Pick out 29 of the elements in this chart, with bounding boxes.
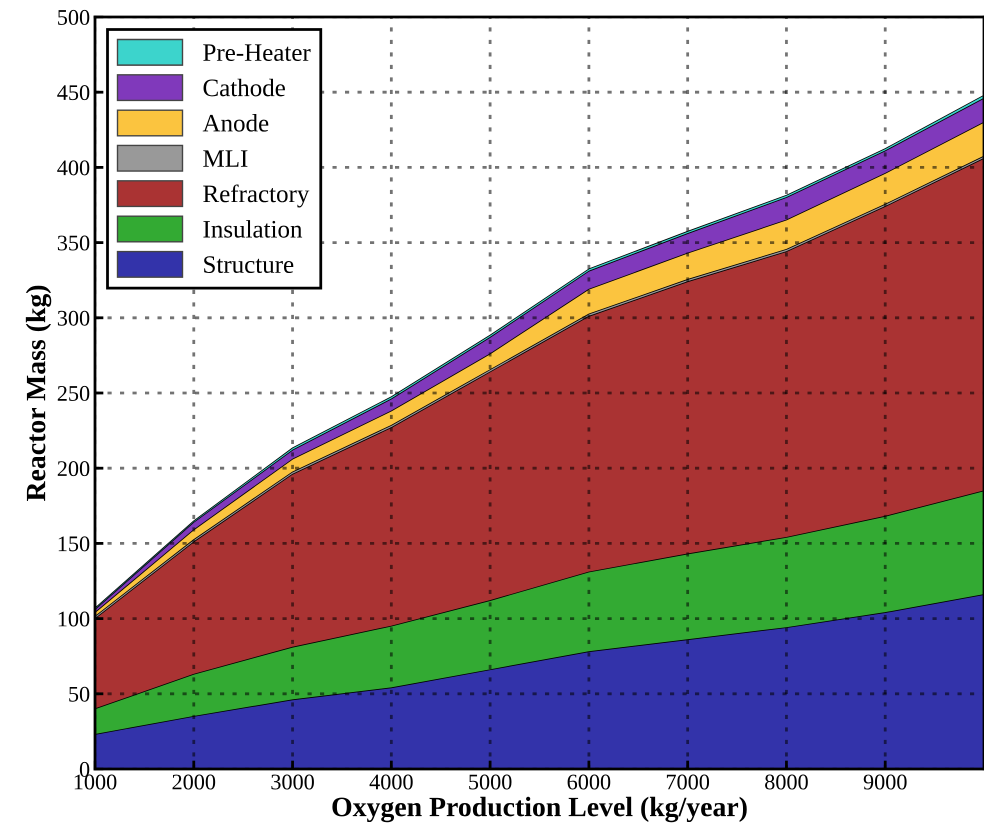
y-tick-label: 150	[58, 536, 90, 552]
x-tick-label: 4000	[370, 774, 413, 790]
legend-label: Insulation	[203, 220, 302, 238]
legend-label: MLI	[203, 150, 248, 167]
y-tick-label: 300	[58, 310, 90, 326]
x-tick-label: 9000	[864, 774, 907, 790]
legend-label: Pre-Heater	[203, 44, 311, 61]
x-tick-label: 1000	[74, 774, 116, 790]
legend-label: Refractory	[203, 184, 310, 208]
legend-label: Structure	[204, 256, 294, 274]
x-tick-label: 3000	[271, 774, 314, 790]
y-tick-label: 350	[58, 236, 90, 251]
x-tick-label: 8000	[765, 774, 808, 790]
x-tick-label: 5000	[469, 774, 512, 790]
y-axis-title: Reactor Mass (kg)	[26, 286, 52, 502]
y-tick-label: 50	[69, 686, 90, 702]
x-tick-label: 7000	[666, 774, 710, 790]
legend-label: Anode	[202, 114, 268, 132]
x-axis-title: Oxygen Production Level (kg/year)	[332, 796, 747, 822]
y-tick-label: 250	[58, 386, 90, 401]
y-tick-label: 400	[57, 160, 90, 176]
y-tick-label: 100	[58, 612, 90, 627]
y-tick-label: 450	[57, 85, 90, 100]
y-tick-label: 200	[58, 461, 90, 476]
legend-label: Cathode	[204, 78, 285, 96]
x-tick-label: 2000	[172, 774, 216, 790]
x-tick-label: 6000	[568, 774, 610, 790]
y-tick-label: 0	[80, 762, 90, 777]
y-tick-label: 500	[58, 10, 90, 25]
